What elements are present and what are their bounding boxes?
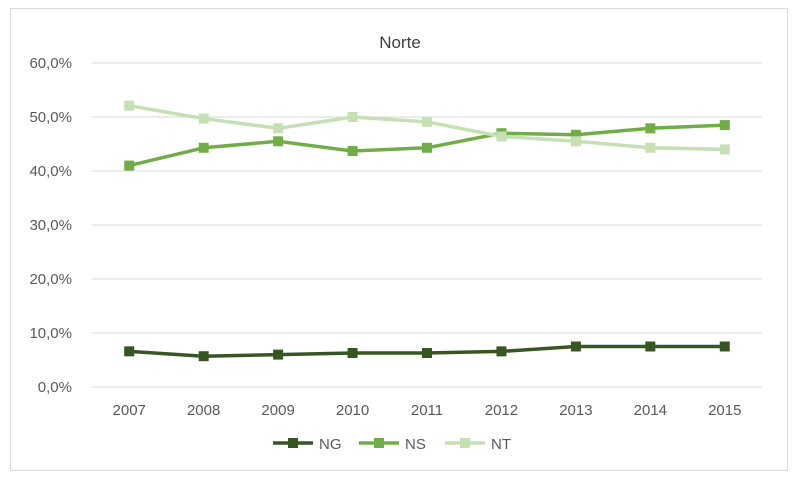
data-point-marker [347, 347, 358, 358]
x-axis: 2007 2008 2009 2010 2011 2012 2013 2014 2015 [113, 402, 742, 419]
data-point-marker [422, 142, 432, 153]
legend-marker [288, 438, 298, 448]
series-nt [124, 100, 730, 155]
x-tick-label: 2015 [708, 402, 741, 419]
data-point-marker [347, 112, 358, 122]
data-point-marker [347, 146, 358, 157]
legend-item: NT [445, 436, 511, 453]
data-point-marker [198, 113, 209, 124]
legend-marker [374, 438, 384, 448]
data-point-marker [719, 120, 730, 131]
data-point-marker [645, 341, 656, 352]
x-tick-label: 2007 [113, 402, 146, 419]
legend-label: NG [319, 436, 342, 453]
data-point-marker [273, 349, 284, 360]
data-point-marker [422, 116, 432, 127]
y-axis: 0,0% 10,0% 20,0% 30,0% 40,0% 50,0% 60,0% [29, 55, 72, 396]
data-point-marker [496, 346, 507, 357]
y-tick-label: 30,0% [29, 217, 72, 234]
data-point-marker [570, 136, 581, 147]
data-point-marker [496, 131, 507, 142]
y-tick-label: 50,0% [29, 109, 72, 126]
data-point-marker [570, 129, 581, 140]
series-layer [124, 100, 730, 362]
legend-item: NG [273, 436, 342, 453]
legend-label: NT [491, 436, 511, 453]
data-point-marker [645, 123, 656, 134]
x-tick-label: 2011 [411, 402, 443, 419]
y-tick-label: 20,0% [29, 271, 72, 288]
x-tick-label: 2012 [485, 402, 518, 419]
data-point-marker [273, 136, 284, 147]
y-tick-label: 40,0% [29, 163, 72, 180]
chart-frame [10, 8, 788, 471]
data-point-marker [124, 346, 135, 357]
series-ng [124, 341, 730, 362]
y-tick-label: 0,0% [38, 379, 72, 396]
legend: NG NS NT [273, 436, 511, 453]
data-point-marker [422, 347, 432, 358]
y-tick-label: 10,0% [29, 325, 72, 342]
legend-marker [460, 438, 470, 448]
x-tick-label: 2010 [336, 402, 369, 419]
x-tick-label: 2013 [559, 402, 592, 419]
data-point-marker [124, 100, 135, 111]
data-point-marker [198, 351, 209, 362]
data-point-marker [273, 123, 284, 134]
series-ns [124, 120, 730, 171]
data-point-marker [198, 142, 209, 153]
data-point-marker [570, 341, 581, 352]
y-tick-label: 60,0% [29, 55, 72, 72]
x-tick-label: 2014 [634, 402, 667, 419]
data-point-marker [719, 144, 730, 155]
x-tick-label: 2008 [187, 402, 220, 419]
data-point-marker [645, 142, 656, 153]
gridlines [92, 62, 762, 388]
data-point-marker [719, 341, 730, 352]
x-tick-label: 2009 [261, 402, 294, 419]
legend-label: NS [405, 436, 426, 453]
data-point-marker [124, 160, 135, 171]
legend-item: NS [359, 436, 426, 453]
chart-title: Norte [379, 33, 421, 52]
